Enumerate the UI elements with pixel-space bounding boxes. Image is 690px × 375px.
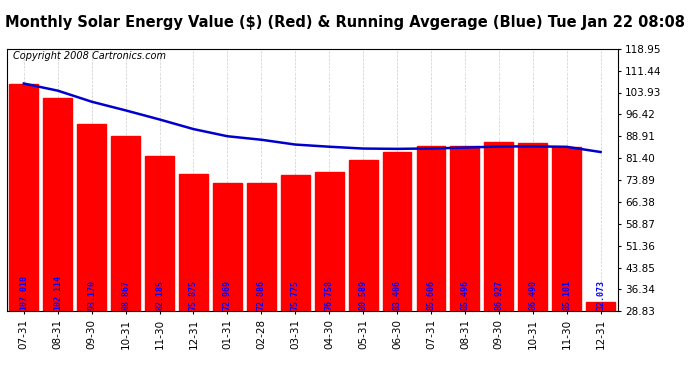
Text: 75.875: 75.875 — [189, 280, 198, 310]
Text: 86.927: 86.927 — [494, 280, 503, 310]
Text: 107.010: 107.010 — [19, 275, 28, 310]
Bar — [586, 302, 615, 311]
Text: 75.775: 75.775 — [290, 280, 299, 310]
Text: 83.406: 83.406 — [393, 280, 402, 310]
Bar — [77, 124, 106, 311]
Text: 88.867: 88.867 — [121, 280, 130, 310]
Bar — [179, 174, 208, 311]
Bar — [111, 136, 140, 311]
Bar — [383, 152, 411, 311]
Text: 80.589: 80.589 — [359, 280, 368, 310]
Bar — [281, 174, 310, 311]
Bar — [518, 143, 547, 311]
Bar — [247, 183, 276, 311]
Text: 32.073: 32.073 — [596, 280, 605, 310]
Bar — [10, 84, 38, 311]
Bar — [145, 156, 174, 311]
Text: 102.114: 102.114 — [53, 275, 62, 310]
Bar — [315, 172, 344, 311]
Bar — [43, 98, 72, 311]
Text: 85.606: 85.606 — [426, 280, 435, 310]
Bar — [484, 142, 513, 311]
Text: 86.490: 86.490 — [529, 280, 538, 310]
Bar — [348, 160, 377, 311]
Bar — [552, 147, 581, 311]
Bar — [451, 146, 480, 311]
Text: Monthly Solar Energy Value ($) (Red) & Running Avgerage (Blue) Tue Jan 22 08:08: Monthly Solar Energy Value ($) (Red) & R… — [5, 15, 685, 30]
Text: Copyright 2008 Cartronics.com: Copyright 2008 Cartronics.com — [13, 51, 166, 62]
Text: 85.101: 85.101 — [562, 280, 571, 310]
Text: 72.886: 72.886 — [257, 280, 266, 310]
Text: 85.496: 85.496 — [460, 280, 469, 310]
Text: 93.170: 93.170 — [87, 280, 96, 310]
Text: 82.185: 82.185 — [155, 280, 164, 310]
Text: 72.969: 72.969 — [223, 280, 232, 310]
Bar — [213, 183, 242, 311]
Text: 76.758: 76.758 — [325, 280, 334, 310]
Bar — [417, 146, 445, 311]
